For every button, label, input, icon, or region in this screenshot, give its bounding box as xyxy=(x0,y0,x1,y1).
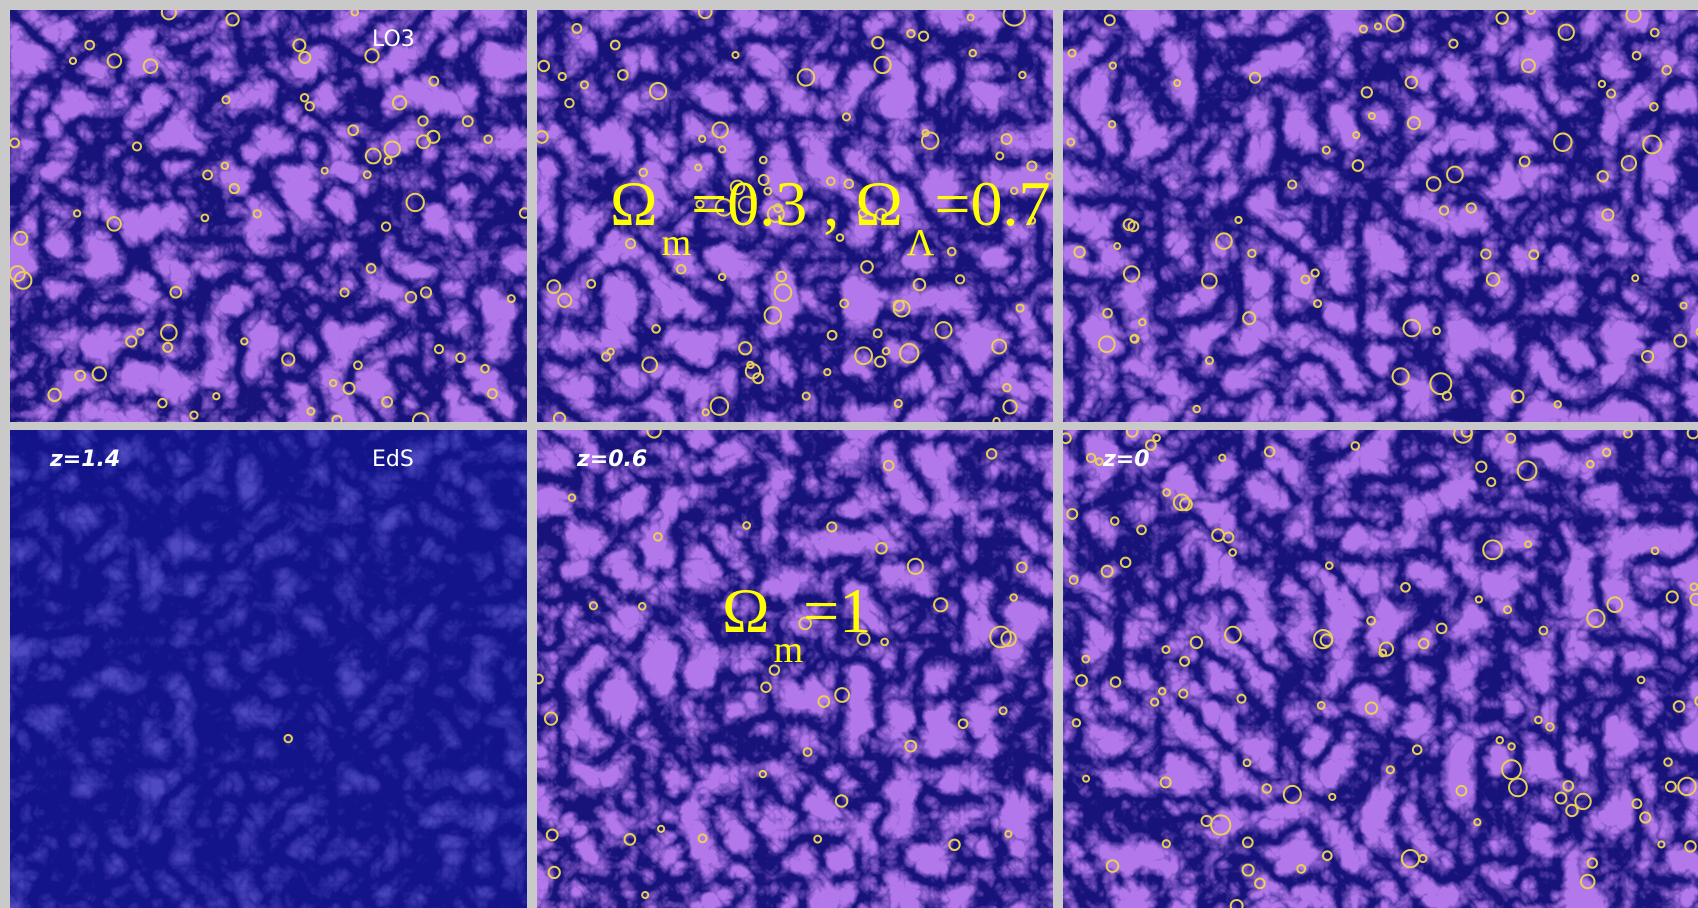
parameter-text: =1 xyxy=(803,575,871,646)
cosmic-web xyxy=(1063,430,1698,908)
parameter-subscript: m xyxy=(662,222,692,264)
parameter-subscript: m xyxy=(774,629,804,671)
parameter-text: =0.3 , Ω xyxy=(691,168,903,239)
panel xyxy=(1063,6,1698,422)
panel: LO3 xyxy=(10,5,530,428)
panel-image xyxy=(1063,6,1698,422)
panel-image xyxy=(10,5,530,428)
redshift-label: z=0.6 xyxy=(576,447,647,472)
panel-image xyxy=(1061,425,1698,908)
model-label: LO3 xyxy=(372,27,415,52)
parameter-text: =0.7 xyxy=(934,168,1050,239)
parameter-text: Ω xyxy=(722,575,770,646)
panel: EdS z=1.4 xyxy=(10,430,527,908)
parameter-subscript: Λ xyxy=(907,222,935,264)
cosmic-web xyxy=(10,10,527,422)
panel-image xyxy=(10,430,527,908)
redshift-label: z=0 xyxy=(1102,447,1150,472)
model-label: EdS xyxy=(372,447,414,472)
panel: z=0 xyxy=(1061,425,1698,908)
simulation-figure: LO3EdSz=1.4z=0.6z=0 Ωm=0.3 , ΩΛ=0.7Ωm=1 xyxy=(0,0,1698,908)
parameter-text: Ω xyxy=(610,168,658,239)
cosmic-web xyxy=(10,430,527,908)
redshift-label: z=1.4 xyxy=(49,447,120,472)
